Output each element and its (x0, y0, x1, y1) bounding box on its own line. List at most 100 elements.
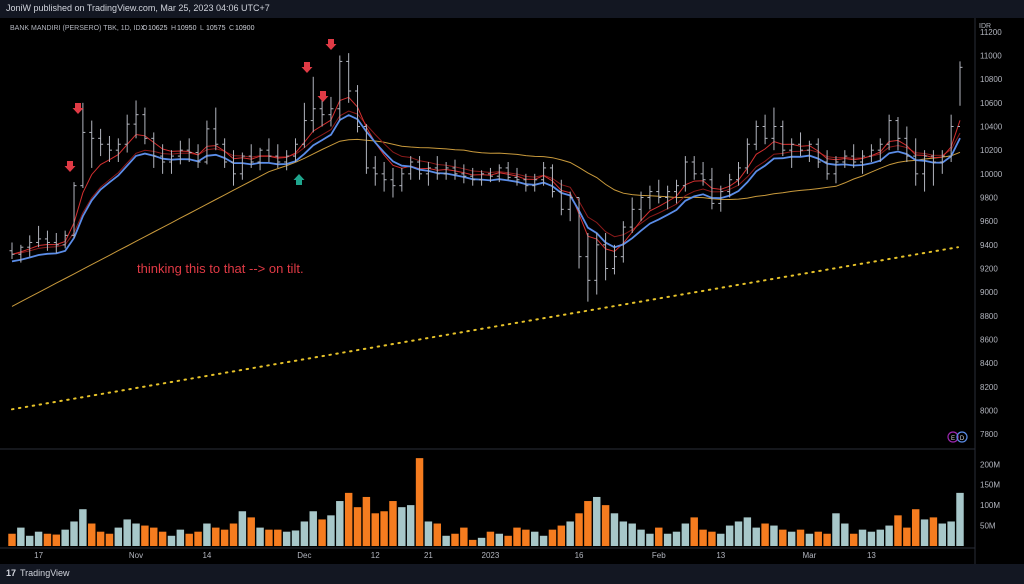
ohlc-bar (585, 233, 591, 302)
volume-bar (141, 525, 149, 546)
ohlc-bar (567, 191, 573, 222)
ohlc-bar (399, 167, 405, 192)
price-tick-label: 8800 (980, 312, 998, 321)
tv-brand-label: TradingView (20, 568, 70, 578)
ohlc-bar (611, 244, 617, 275)
ohlc-bar (355, 85, 361, 133)
price-tick-label: 9600 (980, 217, 998, 226)
volume-bar (805, 533, 814, 546)
sell-arrow-icon (325, 39, 337, 50)
ohlc-bar (381, 162, 387, 192)
price-tick-label: 11200 (980, 28, 1002, 37)
volume-bar (725, 525, 734, 546)
ohlc-bar (665, 185, 671, 210)
volume-bar (389, 501, 397, 546)
ohlc-bar (558, 179, 564, 216)
volume-bar (424, 521, 433, 546)
price-tick-label: 8400 (980, 359, 998, 368)
volume-bar (841, 523, 849, 546)
ohlc-value: 10625 (148, 25, 168, 32)
volume-bar (584, 501, 592, 546)
ohlc-bar (124, 114, 130, 153)
ma-slow-line (11, 138, 961, 307)
ohlc-bar (195, 144, 201, 168)
ohlc-bar (913, 138, 919, 186)
volume-bar (655, 527, 663, 546)
price-tick-label: 9000 (980, 288, 998, 297)
volume-bar (43, 533, 52, 546)
ohlc-bar (168, 150, 174, 174)
ohlc-bar (222, 138, 228, 168)
volume-bar (779, 529, 787, 546)
volume-bar (88, 523, 96, 546)
volume-bar (353, 507, 362, 546)
volume-bar (681, 523, 690, 546)
currency-label: IDR (979, 23, 991, 30)
volume-bar (513, 527, 521, 546)
ohlc-bar (115, 138, 121, 162)
volume-bar (371, 513, 379, 546)
top-bar: JoniW published on TradingView.com, Mar … (0, 0, 1024, 18)
price-tick-label: 10200 (980, 146, 1003, 155)
volume-bar (929, 517, 938, 546)
volume-bar (79, 509, 87, 546)
volume-bar (406, 505, 415, 546)
volume-bar (548, 529, 557, 546)
ohlc-bar (293, 138, 299, 162)
ohlc-bar (629, 197, 635, 233)
bottom-bar: 17 TradingView (0, 564, 1024, 584)
ohlc-label: C (229, 25, 234, 32)
badge-circle (956, 431, 968, 443)
tv-mark-icon: 17 (6, 568, 17, 578)
price-tick-label: 10000 (980, 170, 1003, 179)
volume-bar (823, 533, 831, 546)
ohlc-bar (71, 182, 77, 238)
volume-bar (468, 539, 477, 546)
ohlc-bar (443, 162, 449, 180)
ohlc-bar (736, 162, 742, 186)
ohlc-bar (514, 167, 520, 186)
volume-bar (150, 527, 158, 546)
ohlc-bar (851, 144, 857, 168)
ohlc-bar (80, 102, 86, 189)
ohlc-bar (709, 167, 715, 210)
tradingview-logo[interactable]: 17 TradingView (6, 568, 70, 578)
dividend-badge: D (956, 431, 968, 443)
volume-bar (309, 511, 317, 546)
ma-red1-line (11, 96, 961, 255)
volume-bar (61, 529, 69, 546)
volume-bar (699, 529, 707, 546)
volume-bar (229, 523, 238, 546)
volume-bar (291, 530, 300, 546)
volume-bar (903, 527, 911, 546)
ohlc-bar (417, 156, 423, 180)
volume-bar (96, 531, 105, 546)
arrow-shape (301, 62, 313, 73)
ohlc-bar (363, 124, 369, 174)
ohlc-bar (142, 107, 148, 145)
volume-bar (956, 492, 964, 546)
ohlc-bar (541, 162, 547, 186)
ohlc-bar (753, 120, 759, 151)
volume-bar (504, 535, 512, 546)
time-tick-label: 21 (424, 551, 433, 560)
volume-bar (628, 523, 636, 546)
ohlc-bar (53, 233, 59, 254)
volume-bar (282, 531, 291, 546)
volume-bar (247, 517, 255, 546)
time-tick-label: 17 (34, 551, 43, 560)
volume-bar (894, 515, 902, 546)
ohlc-bar (213, 107, 219, 151)
ohlc-bar (771, 107, 777, 151)
volume-bar (770, 525, 778, 546)
volume-bar (433, 523, 441, 546)
volume-bar (867, 531, 876, 546)
volume-bar (947, 521, 955, 546)
ohlc-bar (62, 230, 68, 249)
arrow-shape (72, 103, 84, 114)
ohlc-bar (700, 162, 706, 186)
badge-circle (947, 431, 959, 443)
volume-bar (539, 535, 548, 546)
ohlc-bar (505, 162, 511, 180)
